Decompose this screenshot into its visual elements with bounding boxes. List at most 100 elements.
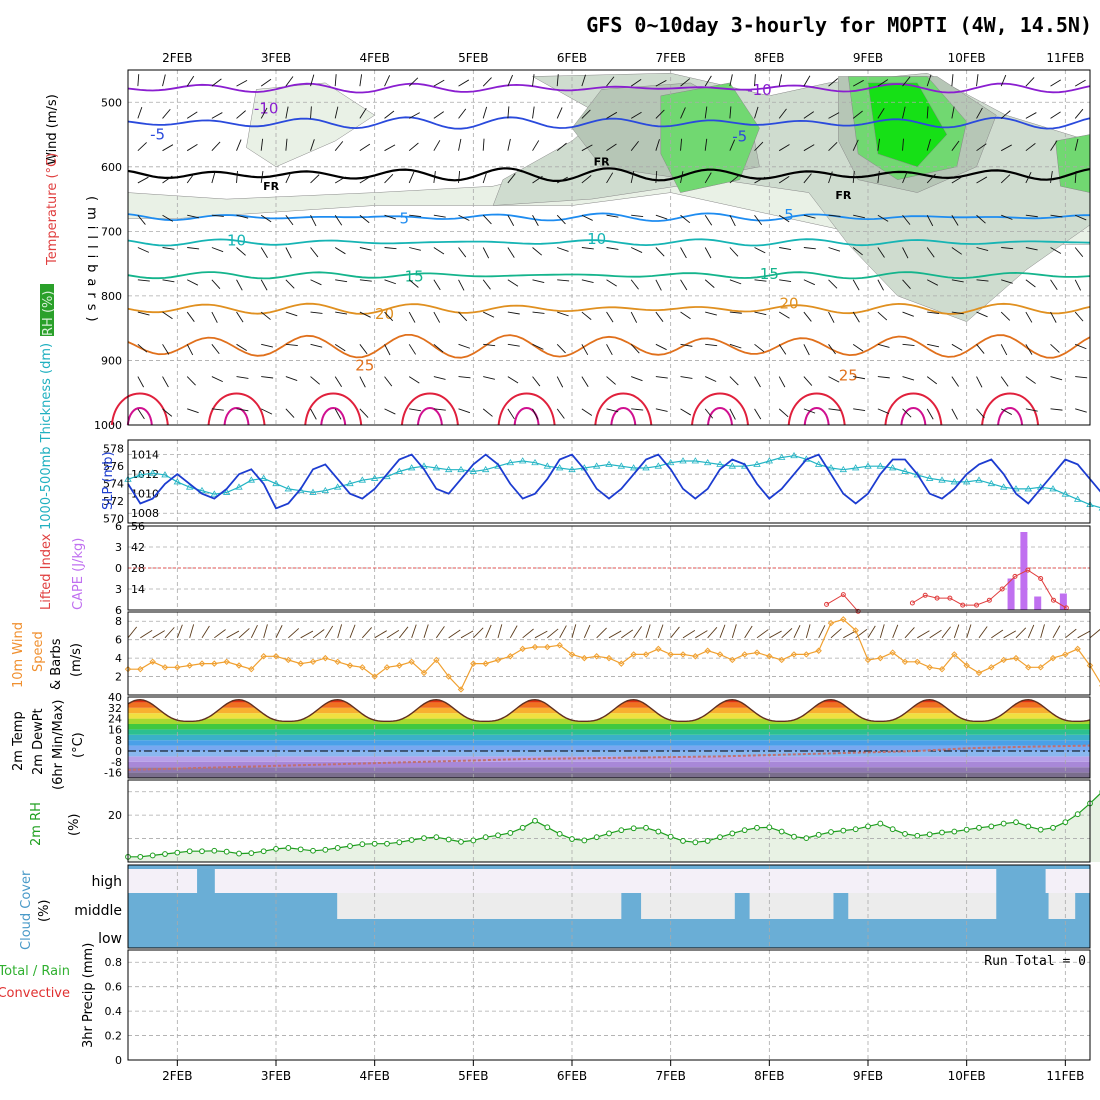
thickness-point — [876, 462, 885, 469]
wind10m-label-a: 10m Wind — [11, 622, 26, 688]
y-left-tick-label: 6 — [115, 604, 122, 617]
y-tick-label: 6 — [115, 634, 122, 647]
wind-barb — [655, 376, 668, 379]
thickness-point — [259, 474, 268, 481]
wind-barb — [793, 625, 801, 639]
wind-barb — [507, 279, 519, 287]
wind-barb — [359, 214, 370, 224]
thickness-point — [173, 478, 182, 485]
wind-barb — [680, 107, 686, 119]
wind-barb — [1025, 247, 1038, 251]
wind-barb — [877, 79, 889, 87]
wind-barb — [606, 214, 619, 218]
wind-barb — [655, 214, 668, 220]
upper-wind-label: Wind (m/s) — [45, 94, 60, 165]
lifted-index-point — [909, 600, 915, 606]
isotherm-30-cell — [497, 392, 556, 426]
wind-barb — [310, 279, 322, 286]
lifted-index-point — [999, 586, 1005, 592]
contour-label: FR — [594, 155, 611, 168]
wind-barb — [778, 108, 787, 119]
wind-barb — [1000, 74, 1007, 87]
wind-barb — [631, 214, 644, 218]
date-label-top: 10FEB — [948, 51, 986, 65]
wind-barb — [507, 343, 520, 347]
wind-barb — [719, 624, 726, 638]
wind-speed-point — [248, 665, 255, 673]
rh2m-unit: (%) — [67, 814, 82, 837]
wind-barb — [285, 408, 295, 418]
thickness-point — [1073, 495, 1082, 502]
isotherm-30-cell — [110, 392, 169, 426]
wind-barb — [608, 630, 622, 639]
rh-point — [692, 839, 699, 846]
lifted-index-point — [840, 592, 846, 598]
wind-barb — [534, 630, 548, 639]
wind-barb — [186, 111, 198, 119]
slp-label: SLP (mb) — [101, 451, 116, 510]
wind-barb — [310, 247, 319, 258]
wind-barb — [532, 311, 545, 314]
panel-frame — [127, 439, 1091, 524]
wind-barb — [754, 279, 767, 282]
wind-barb — [398, 626, 409, 639]
wind-barb — [236, 311, 244, 323]
thickness-point — [395, 467, 404, 474]
wind-barb — [754, 214, 763, 226]
rh-point — [680, 838, 686, 844]
wind-barb — [976, 143, 987, 152]
panel-frame — [127, 779, 1091, 863]
wind-barb — [606, 76, 615, 87]
wind-speed-point — [840, 616, 847, 623]
thickness-point — [309, 488, 317, 495]
wind-barb — [483, 376, 495, 380]
wind-barb — [926, 215, 934, 227]
wind-barb — [187, 214, 200, 219]
mid-clear — [337, 893, 622, 919]
wind-barb — [261, 408, 273, 415]
date-label-bottom: 5FEB — [458, 1069, 488, 1083]
wind-barb — [803, 144, 815, 152]
wind-barb — [596, 627, 607, 639]
wind-speed-line — [128, 618, 1100, 691]
mid-clear — [641, 893, 735, 919]
dewpoint-line — [127, 744, 1091, 771]
wind-barb — [458, 376, 471, 379]
isotherm-line — [127, 271, 1091, 280]
wind-barb — [186, 376, 196, 386]
wind-barb — [359, 74, 363, 87]
wind-barb — [285, 214, 294, 226]
wind-barb — [556, 176, 568, 184]
rh-point — [1062, 819, 1069, 826]
lifted-index-point — [1012, 573, 1018, 579]
thickness-point — [765, 457, 774, 464]
wind-barb — [1052, 625, 1061, 639]
thickness-point — [691, 457, 700, 464]
wind-barb — [631, 408, 644, 411]
wind-barb — [334, 376, 342, 387]
y-tick-label: 2 — [115, 671, 122, 684]
lifted-index-point — [947, 595, 953, 601]
wind-barb — [384, 174, 394, 184]
wind-barb — [1000, 376, 1009, 387]
wind-barb — [778, 408, 789, 418]
thickness-point — [247, 476, 256, 483]
rh-point — [704, 838, 711, 844]
wind-barb — [186, 311, 195, 322]
wind-barb — [359, 376, 366, 388]
wind-barb — [137, 74, 140, 87]
isotherm-30-cell — [400, 392, 459, 426]
precip-panel: 0 0.2 0.4 0.6 0.8 — [105, 949, 1091, 1067]
wind-barb — [507, 247, 515, 258]
wind-barb — [359, 108, 367, 119]
wind-barb — [483, 343, 496, 347]
wind-barb — [630, 311, 638, 323]
wind-barb — [630, 279, 639, 290]
wind-barb — [310, 311, 323, 314]
thickness-point — [432, 464, 441, 471]
wind-barb — [828, 408, 841, 411]
wind-barb — [877, 138, 881, 151]
wind-barb — [433, 214, 446, 218]
wind-barb — [877, 311, 888, 321]
rh-point — [310, 847, 316, 854]
